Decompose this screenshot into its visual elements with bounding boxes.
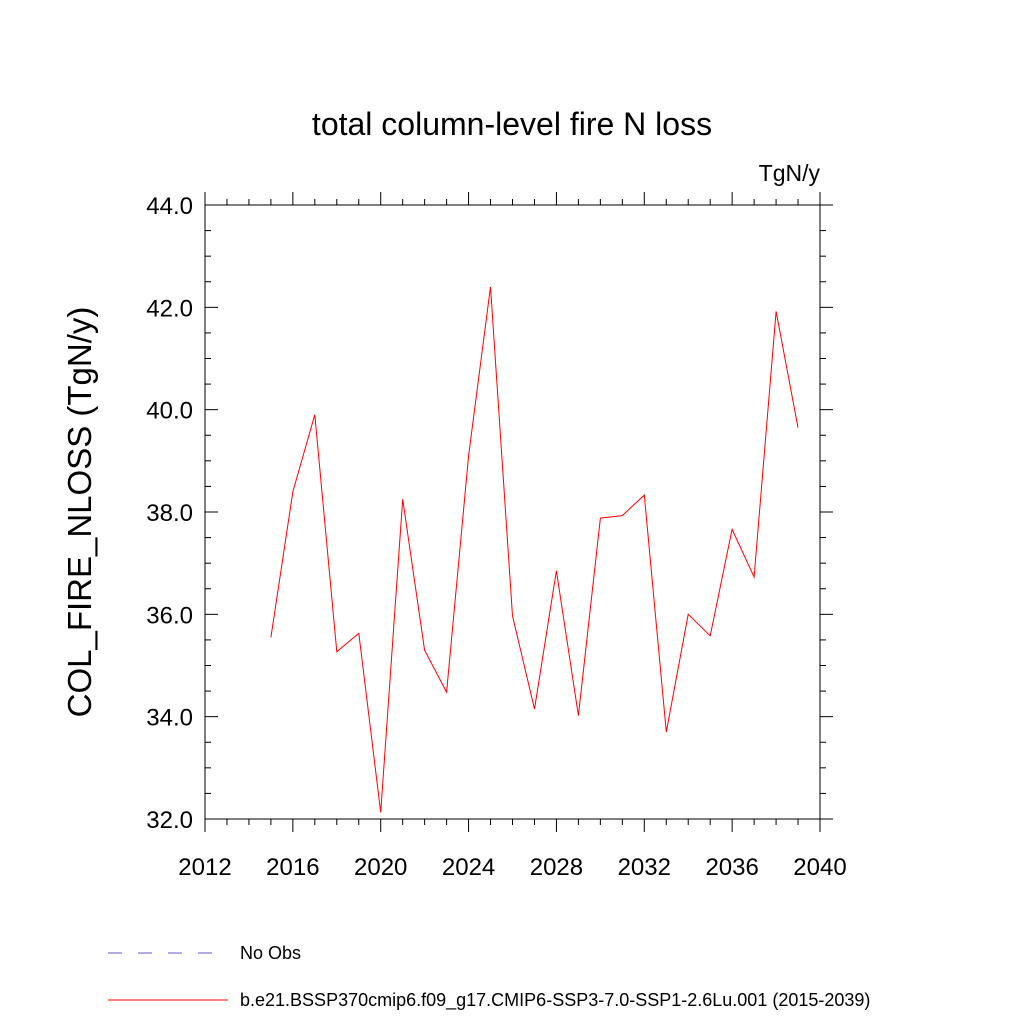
y-tick-label: 32.0 bbox=[146, 807, 193, 834]
axes: 2012 2016 2020 2024 2028 2032 2036 2040 32.0 34.0… bbox=[146, 192, 847, 881]
x-tick-label: 2032 bbox=[618, 854, 671, 881]
x-tick-label: 2020 bbox=[354, 854, 407, 881]
y-tick-label: 42.0 bbox=[146, 295, 193, 322]
chart-title: total column-level fire N loss bbox=[312, 106, 712, 142]
legend-label: b.e21.BSSP370cmip6.f09_g17.CMIP6-SSP3-7.… bbox=[240, 990, 870, 1011]
x-tick-label: 2036 bbox=[705, 854, 758, 881]
x-tick-label: 2040 bbox=[793, 854, 846, 881]
x-tick-label: 2016 bbox=[266, 854, 319, 881]
series-layer bbox=[270, 286, 799, 813]
legend-label: No Obs bbox=[240, 943, 301, 963]
units-label: TgN/y bbox=[759, 160, 821, 186]
x-tick-label: 2012 bbox=[178, 854, 231, 881]
x-tick-label: 2028 bbox=[530, 854, 583, 881]
y-tick-label: 38.0 bbox=[146, 500, 193, 527]
series-line bbox=[270, 286, 799, 813]
y-tick-label: 34.0 bbox=[146, 705, 193, 732]
plot-frame bbox=[204, 204, 821, 820]
y-axis-label: COL_FIRE_NLOSS (TgN/y) bbox=[61, 307, 98, 718]
legend: No Obs b.e21.BSSP370cmip6.f09_g17.CMIP6-S… bbox=[108, 943, 870, 1011]
y-tick-label: 40.0 bbox=[146, 398, 193, 425]
y-tick-label: 36.0 bbox=[146, 602, 193, 629]
y-tick-label: 44.0 bbox=[146, 193, 193, 220]
x-tick-label: 2024 bbox=[442, 854, 495, 881]
